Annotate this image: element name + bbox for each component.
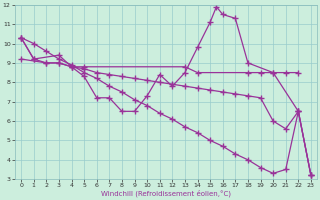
X-axis label: Windchill (Refroidissement éolien,°C): Windchill (Refroidissement éolien,°C) xyxy=(101,190,231,197)
